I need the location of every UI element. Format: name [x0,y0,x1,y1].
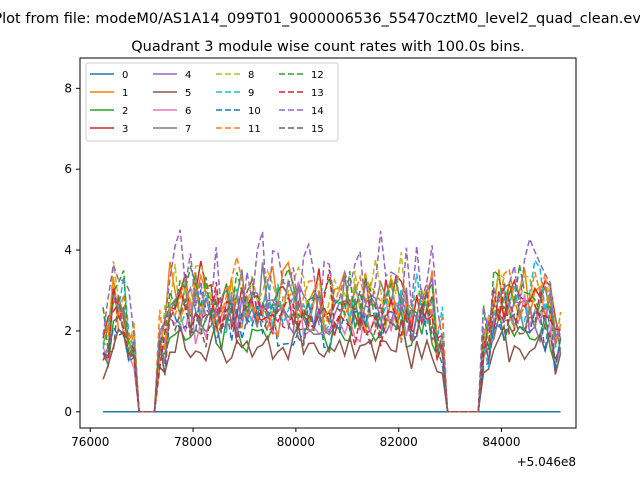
legend-label: 5 [185,88,191,99]
legend-label: 12 [311,70,324,81]
y-axis: 0 2 4 6 8 [64,81,80,418]
legend-label: 8 [248,70,254,81]
y-tick-label: 4 [64,243,72,257]
x-tick-label: 76000 [71,435,109,449]
x-tick-label: 82000 [380,435,418,449]
x-tick-label: 78000 [174,435,212,449]
legend-label: 6 [185,106,191,117]
legend-label: 7 [185,124,191,135]
legend-label: 11 [248,124,261,135]
x-offset-label: +5.046e8 [517,455,576,469]
legend-label: 0 [122,70,128,81]
legend-label: 14 [311,106,324,117]
y-tick-label: 6 [64,162,72,176]
legend-label: 2 [122,106,128,117]
legend-label: 15 [311,124,324,135]
y-tick-label: 8 [64,81,72,95]
plot-lines [103,230,560,412]
x-tick-label: 84000 [482,435,520,449]
legend-label: 1 [122,88,128,99]
legend-label: 13 [311,88,324,99]
legend-label: 4 [185,70,191,81]
legend-label: 9 [248,88,254,99]
chart-title: Quadrant 3 module wise count rates with … [131,39,525,55]
x-axis: 76000 78000 80000 82000 84000 [71,428,520,449]
figure-suptitle: Plot from file: modeM0/AS1A14_099T01_900… [0,11,640,27]
y-tick-label: 2 [64,324,72,338]
y-tick-label: 0 [64,405,72,419]
legend-label: 10 [248,106,261,117]
legend-label: 3 [122,124,128,135]
figure: Plot from file: modeM0/AS1A14_099T01_900… [0,0,640,480]
x-tick-label: 80000 [277,435,315,449]
